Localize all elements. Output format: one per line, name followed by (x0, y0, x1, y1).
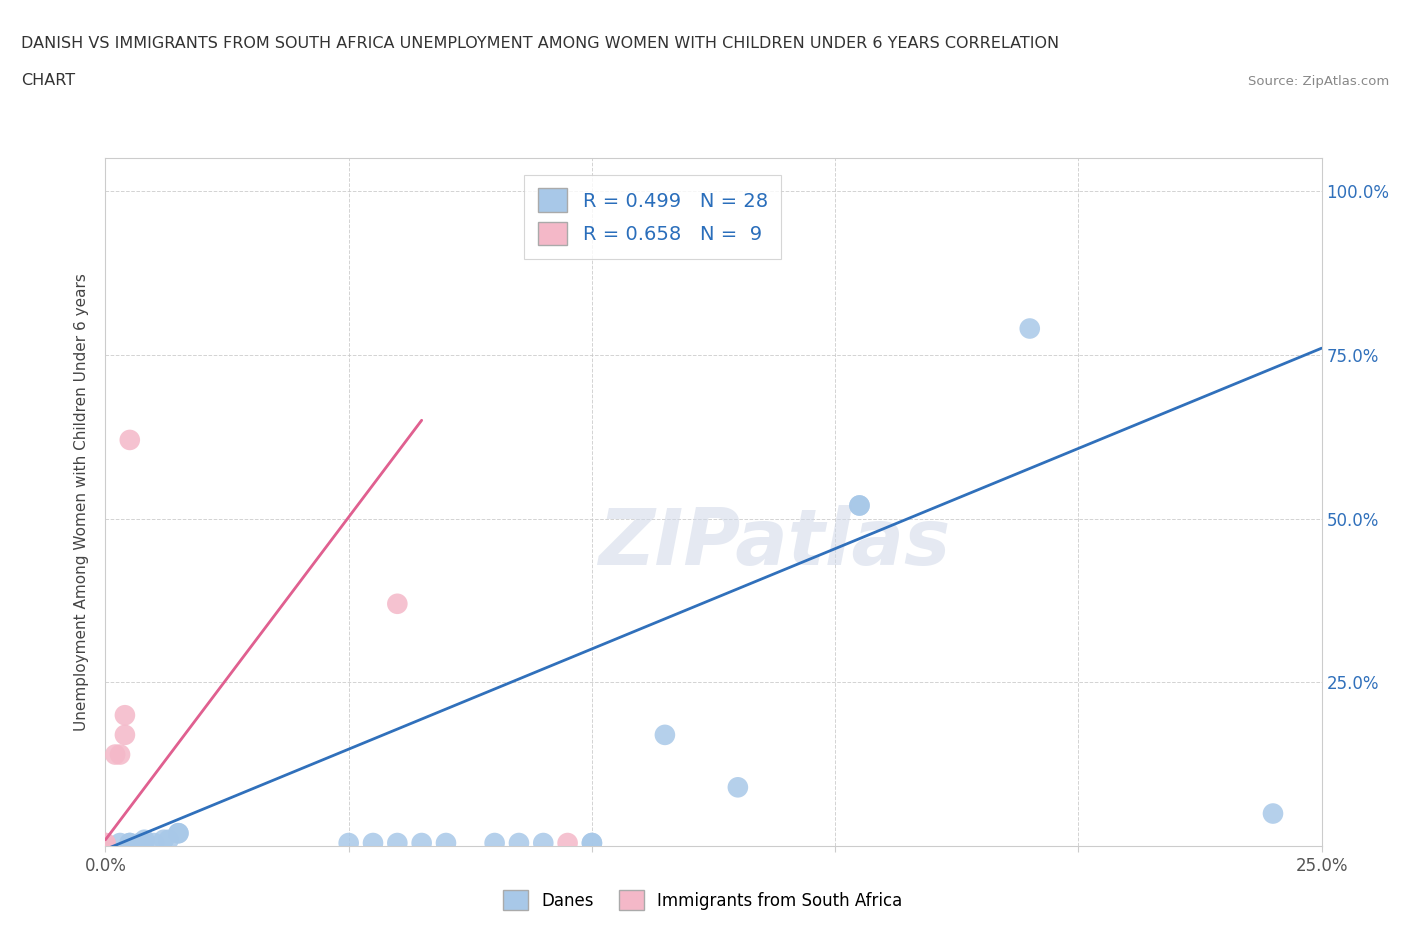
Point (508, 835, 530, 850)
Point (727, 780, 749, 795)
Point (654, 727, 676, 742)
Point (104, 747, 127, 762)
Point (387, 835, 409, 850)
Point (411, 835, 433, 850)
Point (848, 498, 870, 513)
Legend: R = 0.499   N = 28, R = 0.658   N =  9: R = 0.499 N = 28, R = 0.658 N = 9 (524, 175, 782, 259)
Point (1018, 321, 1040, 336)
Point (134, 835, 156, 850)
Point (108, 835, 131, 850)
Point (143, 835, 166, 850)
Point (118, 835, 141, 850)
Point (434, 835, 457, 850)
Point (848, 498, 870, 513)
Point (114, 727, 136, 742)
Point (581, 835, 603, 850)
Point (94, 835, 117, 850)
Point (387, 596, 409, 611)
Point (1261, 806, 1284, 821)
Point (167, 826, 190, 841)
Point (94, 835, 117, 850)
Text: Source: ZipAtlas.com: Source: ZipAtlas.com (1249, 75, 1389, 88)
Point (114, 708, 136, 723)
Point (108, 747, 131, 762)
Point (134, 832, 156, 847)
Point (128, 835, 150, 850)
Point (94, 839, 117, 854)
Point (361, 835, 384, 850)
Y-axis label: Unemployment Among Women with Children Under 6 years: Unemployment Among Women with Children U… (75, 273, 90, 731)
Text: CHART: CHART (21, 73, 75, 88)
Point (167, 826, 190, 841)
Text: ZIPatlas: ZIPatlas (598, 506, 950, 581)
Point (118, 835, 141, 850)
Point (484, 835, 506, 850)
Text: DANISH VS IMMIGRANTS FROM SOUTH AFRICA UNEMPLOYMENT AMONG WOMEN WITH CHILDREN UN: DANISH VS IMMIGRANTS FROM SOUTH AFRICA U… (21, 36, 1059, 51)
Point (557, 835, 579, 850)
Point (118, 432, 141, 447)
Legend: Danes, Immigrants from South Africa: Danes, Immigrants from South Africa (496, 884, 910, 917)
Point (337, 835, 360, 850)
Point (153, 832, 176, 847)
Point (581, 835, 603, 850)
Point (531, 835, 554, 850)
Point (157, 832, 180, 847)
